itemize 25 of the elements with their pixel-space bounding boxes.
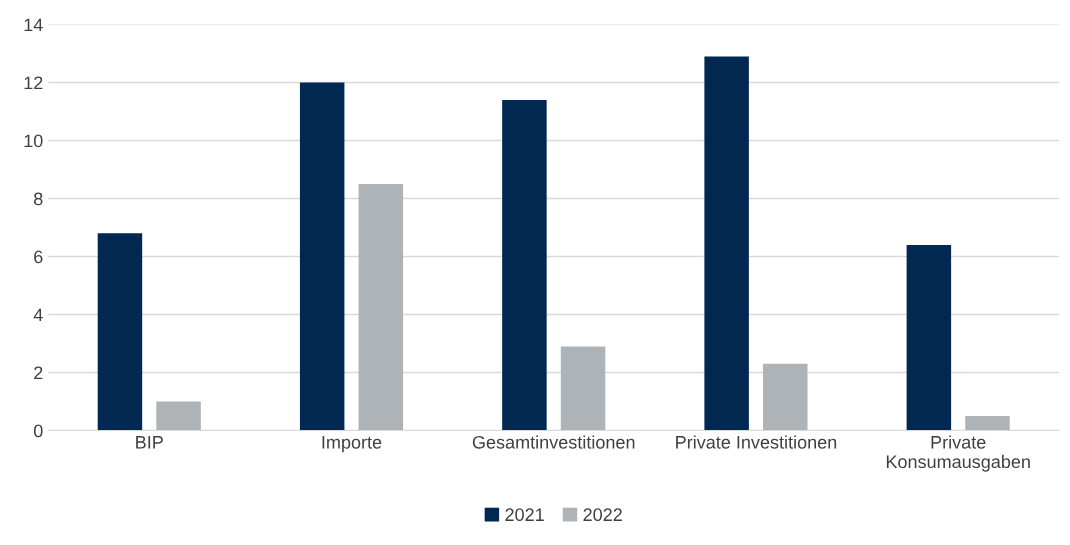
y-tick-label: 2 <box>34 366 43 380</box>
bar <box>299 82 345 431</box>
bar <box>965 416 1010 431</box>
x-tick-label: BIP <box>136 436 163 449</box>
y-tick-label: 10 <box>24 134 43 148</box>
x-tick-label: Private Konsumausgaben <box>886 435 1030 472</box>
y-tick-label: 6 <box>34 250 43 264</box>
y-tick-label: 12 <box>24 76 43 90</box>
bar <box>560 346 606 431</box>
bar <box>906 244 952 431</box>
bar <box>358 184 404 431</box>
bar <box>763 363 808 431</box>
y-tick-label: 8 <box>34 192 43 206</box>
bar <box>502 99 547 431</box>
y-tick-label: 0 <box>33 424 43 438</box>
x-tick-label: Gesamtinvestitionen <box>472 435 635 449</box>
bar <box>704 56 749 431</box>
x-tick-label: Private Investitionen <box>676 435 837 449</box>
x-tick-label: Importe <box>322 436 382 453</box>
y-tick-label: 4 <box>33 308 43 322</box>
legend-label: 2021 <box>505 508 544 522</box>
y-tick-label: 14 <box>24 18 43 32</box>
legend-label: 2022 <box>583 508 622 522</box>
bar <box>97 233 143 431</box>
bar <box>156 401 201 431</box>
